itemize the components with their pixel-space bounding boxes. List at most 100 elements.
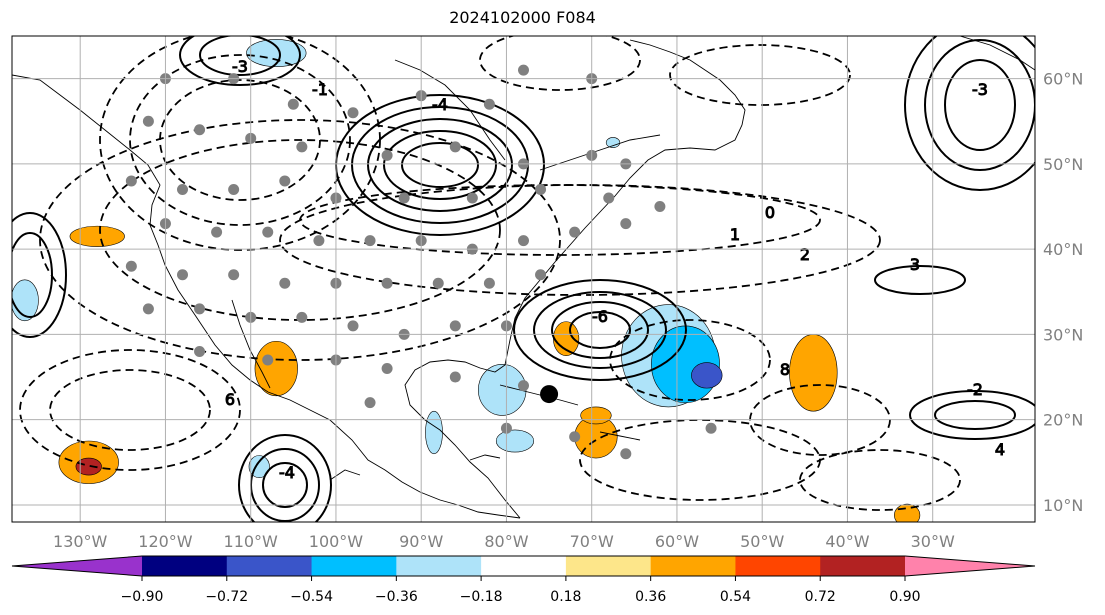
station-dot [279,277,291,289]
station-dot [483,277,495,289]
lat-tick-label: 10°N [1043,496,1083,515]
contour-line [383,130,497,200]
contour-line [159,79,321,201]
shaded-region [691,362,723,389]
shaded-region [605,137,621,148]
station-dot [364,397,376,409]
contour-line [39,119,561,361]
station-dot [194,124,206,136]
station-dot [620,218,632,230]
colorbar-tick-label: −0.90 [121,589,164,605]
shaded-field [12,39,921,522]
station-dot [518,64,529,76]
station-dot [483,98,495,110]
contour-line [609,319,771,401]
station-dot [262,354,274,366]
lon-tick-label: 120°W [138,532,193,551]
lon-tick-label: 40°W [825,532,869,551]
contour-line [569,311,631,349]
coastline [469,454,501,461]
colorbar-tick-label: −0.36 [375,589,418,605]
colorbar-segment [565,556,652,576]
contour-line [12,212,67,338]
colorbar-segment [820,556,906,576]
station-dot [569,226,581,238]
lat-tick-label: 40°N [1043,240,1083,259]
contour-line [199,36,281,76]
shaded-region [75,457,102,476]
station-dot [364,235,376,247]
contour-line [513,279,687,381]
contour-lines: -3 -4 -6 -4 -3 -2 -1 0 1 2 3 4 6 8 [12,36,1035,522]
colorbar-tick-label: 0.36 [635,589,666,605]
station-dot [603,192,615,204]
station-dot [381,277,393,289]
station-dot [228,269,240,281]
station-dot [518,235,529,247]
station-dot [381,363,393,375]
contour-label: -6 [592,307,608,326]
station-dot [177,183,188,195]
shaded-region [580,406,612,425]
colorbar-segment [650,556,736,576]
contour-label: 4 [995,440,1005,459]
contour-label: 6 [225,390,235,409]
contour-line [934,400,1016,430]
colorbar-tick-label: −0.54 [290,589,333,605]
coastline [394,59,506,161]
station-dot [518,380,529,392]
station-dot [296,311,308,323]
station-dot [125,175,137,187]
station-dot [432,277,444,289]
colorbar-segment [481,556,567,576]
station-dot [705,422,717,434]
colorbar-tick-label: 0.72 [805,589,836,605]
shaded-region [789,334,838,412]
station-dot [262,226,274,238]
contour-line [129,54,351,226]
coastline [539,134,661,171]
contour-label: -4 [432,95,448,114]
contour-label: -3 [232,57,248,76]
station-dot [194,303,206,315]
contour-line [262,462,308,508]
contour-line [401,142,479,188]
lon-tick-label: 70°W [570,532,614,551]
lat-tick-label: 60°N [1043,70,1083,89]
shaded-region [495,429,535,453]
contour-label: 3 [910,255,920,274]
station-dot [177,269,188,281]
contour-line [179,36,301,86]
station-dot [211,226,223,238]
station-dot [125,260,137,272]
shaded-region [69,225,125,247]
contour-line [799,449,961,511]
coastline [329,469,361,481]
contour-line [238,434,332,522]
chart-title: 2024102000 F084 [449,8,596,27]
contour-line [49,369,211,451]
contour-label: 8 [780,360,790,379]
contour-line [904,36,1035,191]
map-frame [11,35,1036,523]
lon-tick-label: 60°W [655,532,699,551]
colorbar-extend-high [905,556,1035,576]
station-dot [287,98,299,110]
contour-line [479,36,641,91]
coastline [231,299,271,389]
coastlines [12,36,1035,519]
contour-line [99,36,381,251]
station-dot [279,175,291,187]
contour-label: -2 [967,380,983,399]
station-dot [449,141,461,153]
coastline [599,431,641,441]
colorbar-segment [226,556,313,576]
station-dot [620,448,632,460]
plot-area: -3 -4 -6 -4 -3 -2 -1 0 1 2 3 4 6 8 [12,36,1035,522]
station-dot [449,371,461,383]
station-dot [381,149,393,161]
contour-line [19,349,241,471]
contour-label: -1 [312,80,328,99]
contour-line [367,118,513,212]
